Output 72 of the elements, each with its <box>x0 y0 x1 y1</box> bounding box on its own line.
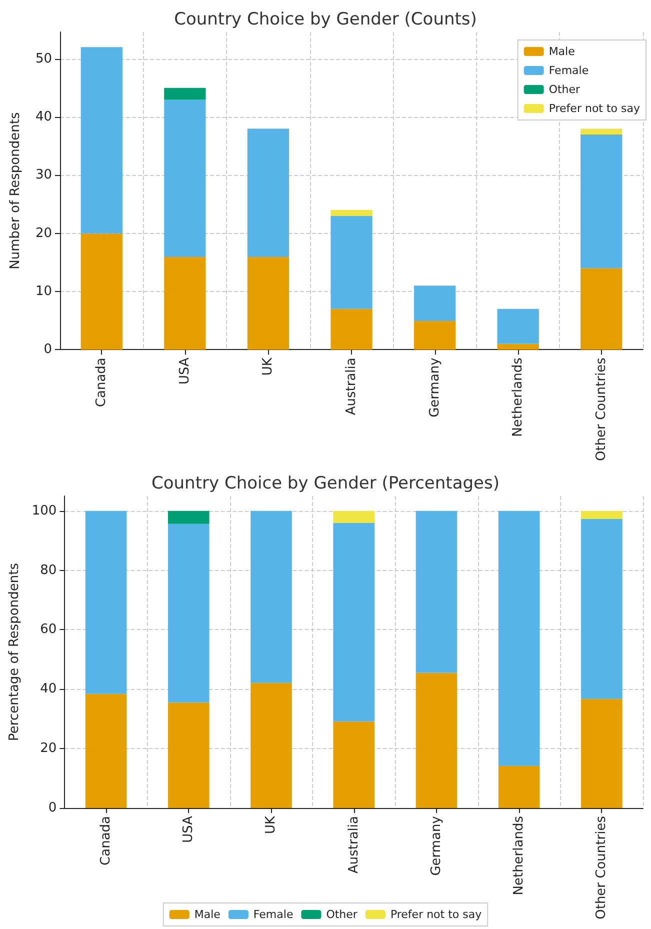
bar <box>498 510 540 766</box>
y-tick-label: 30 <box>35 168 52 183</box>
bar <box>247 256 290 350</box>
x-tick-label: USA <box>177 358 192 385</box>
chart-title: Country Choice by Gender (Counts) <box>174 10 477 30</box>
y-tick-label: 0 <box>48 800 57 816</box>
bar <box>250 682 292 808</box>
bar <box>85 694 127 808</box>
bar <box>168 702 210 808</box>
y-tick-label: 100 <box>32 503 57 518</box>
bar <box>168 524 210 702</box>
y-tick-label: 10 <box>35 284 52 299</box>
bar <box>247 128 290 257</box>
y-axis-title: Number of Respondents <box>8 112 23 270</box>
bar <box>85 510 127 694</box>
y-tick-label: 20 <box>35 226 52 241</box>
legend-label: Other <box>326 908 358 921</box>
bar <box>330 216 372 309</box>
bar <box>580 128 622 134</box>
bar <box>330 308 372 350</box>
y-tick-label: 20 <box>40 741 57 756</box>
x-tick-label: Netherlands <box>512 816 527 896</box>
x-tick-label: Germany <box>428 816 444 876</box>
x-tick-label: Germany <box>427 357 442 418</box>
bar <box>333 721 375 808</box>
x-tick-label: Netherlands <box>510 357 526 437</box>
bar <box>80 233 122 350</box>
legend-label: Male <box>548 45 576 58</box>
y-tick-label: 80 <box>40 562 57 578</box>
bar <box>498 766 540 808</box>
bar <box>168 510 210 524</box>
y-tick-label: 40 <box>40 682 57 697</box>
bar <box>581 518 622 699</box>
x-tick-label: USA <box>181 816 196 843</box>
y-tick-label: 60 <box>40 622 57 638</box>
bar <box>250 510 292 683</box>
bar <box>164 88 206 100</box>
bar <box>580 134 622 268</box>
y-tick-label: 0 <box>44 342 52 358</box>
x-tick-label: UK <box>260 357 276 376</box>
bar <box>497 308 539 344</box>
y-axis-title: Percentage of Respondents <box>7 562 22 741</box>
legend-label: Prefer not to say <box>390 908 482 921</box>
legend-label: Male <box>194 908 221 921</box>
x-tick-label: Canada <box>98 816 114 866</box>
x-tick-label: Other Countries <box>594 816 610 920</box>
y-tick-label: 50 <box>35 51 52 66</box>
x-tick-label: Australia <box>344 358 359 416</box>
bar <box>581 698 622 808</box>
legend-label: Female <box>548 64 589 77</box>
x-tick-label: UK <box>264 816 279 834</box>
y-tick-label: 40 <box>35 109 52 124</box>
bar <box>164 99 206 257</box>
x-tick-label: Australia <box>346 816 362 874</box>
x-tick-label: Canada <box>94 358 110 408</box>
bar <box>497 344 539 350</box>
x-tick-label: Other Countries <box>594 357 609 462</box>
bar <box>333 510 375 524</box>
bar <box>80 47 122 234</box>
bar <box>414 320 456 350</box>
legend-label: Prefer not to say <box>548 102 640 115</box>
legend-label: Female <box>253 908 294 921</box>
legend-label: Other <box>548 83 581 96</box>
chart-title: Country Choice by Gender (Percentages) <box>152 474 500 494</box>
bar <box>330 210 372 216</box>
bar <box>580 268 622 350</box>
bar <box>333 523 375 722</box>
bar <box>416 510 458 673</box>
bar <box>416 672 458 808</box>
bar <box>581 510 622 519</box>
bar <box>414 286 456 321</box>
bar <box>164 256 206 350</box>
